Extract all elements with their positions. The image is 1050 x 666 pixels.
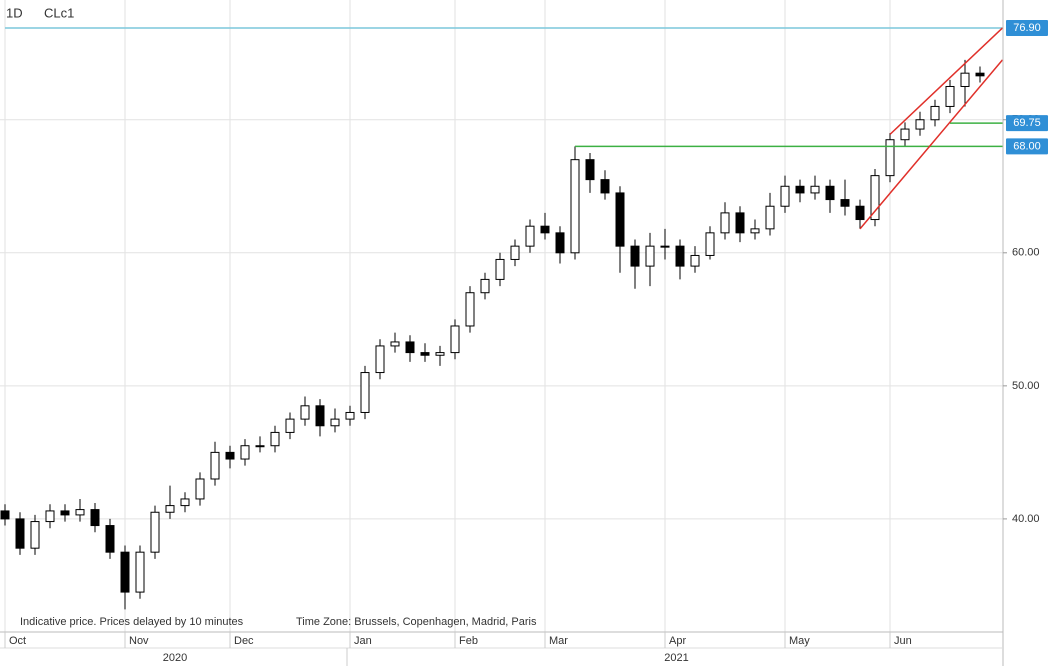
candle-body [285,418,295,433]
candle-body [450,325,460,354]
level-label: 68.00 [1013,140,1041,152]
candle-body [420,352,430,356]
candle-body [555,232,565,254]
symbol: CLc1 [44,5,74,20]
candle-body [645,245,655,267]
candle-body [615,192,625,247]
candle-body [915,119,925,130]
candle-body [60,510,70,516]
candle-body [870,175,880,221]
x-tick-label: Feb [459,635,478,647]
x-tick-label: Oct [9,635,26,647]
candle-body [270,431,280,447]
candle-body [45,510,55,523]
candle-body [465,292,475,327]
candle-body [135,551,145,593]
level-badge [1006,138,1048,155]
grid [0,0,1003,632]
level-label: 69.75 [1013,117,1041,129]
candle-body [405,341,415,354]
candle-body [15,518,25,549]
x-tick-label: May [789,635,810,647]
candle-body [165,505,175,513]
x-tick-label: Jan [354,635,372,647]
x-tick-label: Dec [234,635,254,647]
candle-body [105,525,115,553]
year-label: 2021 [664,652,688,664]
year-label: 2020 [163,652,187,664]
candle-body [900,128,910,141]
candle-body [810,185,820,194]
candle-body [840,199,850,207]
candle-body [375,345,385,374]
candle-body [495,258,505,280]
candle-body [765,205,775,230]
level-label: 76.90 [1013,22,1041,34]
plot [0,27,1004,610]
candle-body [540,225,550,234]
candle-body [225,451,235,460]
timezone: Time Zone: Brussels, Copenhagen, Madrid,… [296,616,537,628]
candle-body [885,139,895,177]
candle-body [735,212,745,234]
candle-body [120,551,130,593]
candle-body [390,341,400,347]
candle-body [480,278,490,294]
candle-body [30,521,40,549]
interval: 1D [6,5,23,20]
candle-body [705,232,715,256]
level-badge [1006,115,1048,132]
candle-body [975,72,985,77]
candle-body [195,478,205,500]
candle-body [255,445,265,448]
candle-body [180,498,190,507]
y-tick-label: 40.00 [1012,513,1040,525]
candle-body [510,245,520,260]
candle-body [585,159,595,181]
candle-body [690,254,700,267]
candle-body [330,418,340,427]
candle-body [210,451,220,480]
candle-body [570,159,580,254]
candle-body [300,405,310,420]
candle-body [150,511,160,553]
x-tick-label: Nov [129,635,149,647]
y-tick-label: 60.00 [1012,247,1040,259]
candle-body [750,228,760,234]
candle-body [240,445,250,460]
candle-body [315,405,325,427]
level-badge [1006,19,1048,36]
candle-body [780,185,790,207]
candle-body [825,185,835,201]
trendline [859,59,1004,230]
candle-body [930,105,940,121]
candle-body [525,225,535,247]
candle-body [0,510,10,520]
candle-body [360,372,370,413]
x-tick-label: Mar [549,635,568,647]
candle-body [600,179,610,194]
candle-body [960,72,970,87]
y-tick-label: 50.00 [1012,380,1040,392]
candle-body [90,509,100,527]
trendline [889,27,1004,135]
x-tick-label: Jun [894,635,912,647]
candle-body [435,352,445,356]
candle-body [795,185,805,194]
candle-body [660,245,670,248]
candle-body [675,245,685,267]
candle-body [855,205,865,221]
candle-body [945,85,955,107]
x-tick-label: Apr [669,635,686,647]
note: Indicative price. Prices delayed by 10 m… [20,616,244,628]
candle-body [75,509,85,516]
candle-body [630,245,640,267]
candle-body [720,212,730,234]
candle-body [345,411,355,420]
